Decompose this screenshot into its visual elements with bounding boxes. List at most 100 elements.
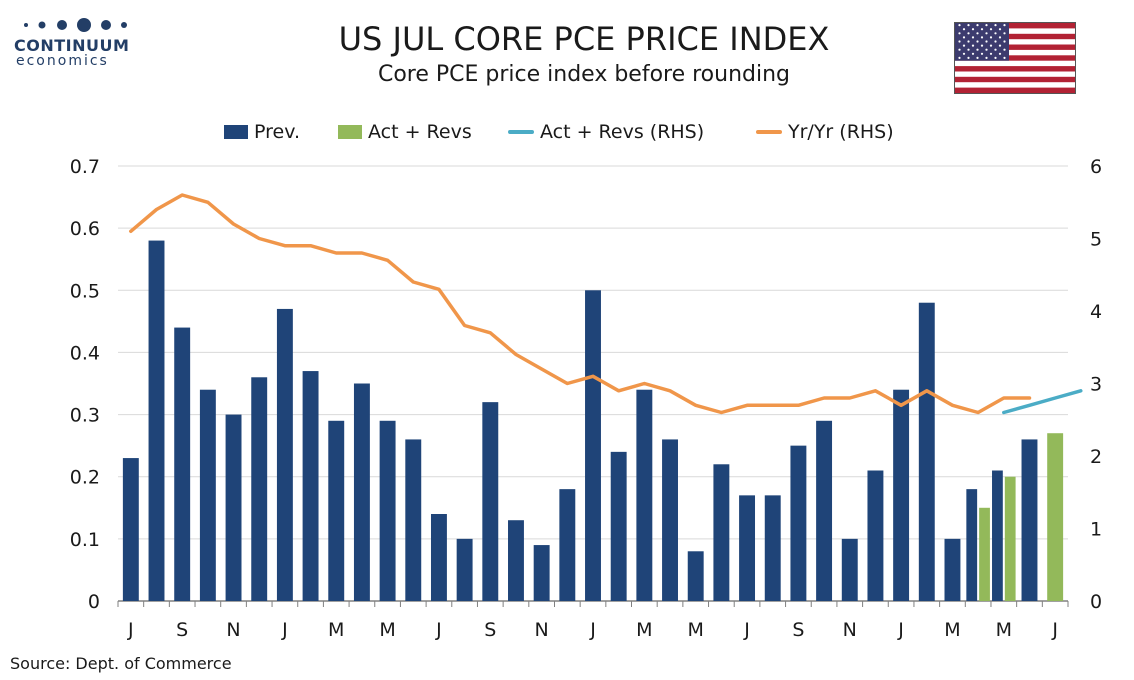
flag-star [958, 40, 961, 43]
flag-star [994, 24, 997, 27]
legend-label-prev: Prev. [254, 121, 301, 143]
legend-item-prev: Prev. [224, 118, 300, 146]
flag-star [958, 24, 961, 27]
bar-prev [174, 327, 191, 601]
logo-dots-graphic [24, 18, 127, 32]
x-axis-tick-label: S [176, 619, 188, 641]
bar-prev [944, 538, 961, 601]
bar-prev [225, 414, 242, 601]
flag-star [989, 44, 993, 47]
us-flag-graphic [955, 23, 1075, 93]
left-axis-tick-label: 0.6 [70, 218, 100, 240]
x-axis-tick-label: J [435, 619, 442, 641]
right-axis-tick-label: 3 [1090, 374, 1102, 396]
left-axis-tick-label: 0 [88, 591, 100, 613]
right-axis-tick-label: 6 [1090, 156, 1102, 178]
bar-prev [816, 420, 833, 601]
flag-star [1003, 48, 1006, 51]
legend-label-yoy: Yr/Yr (RHS) [788, 121, 894, 143]
flag-star [998, 36, 1002, 39]
flag-star [1003, 24, 1006, 27]
flag-star [980, 44, 984, 47]
x-axis-tick-label: N [535, 619, 549, 641]
flag-star [958, 48, 961, 51]
right-axis-tick-label: 5 [1090, 229, 1102, 251]
chart-title: US JUL CORE PCE PRICE INDEX [338, 20, 830, 58]
legend-item-act-rhs: Act + Revs (RHS) [508, 118, 704, 146]
flag-star [976, 48, 979, 51]
flag-star [980, 52, 984, 55]
legend-item-act: Act + Revs [338, 118, 472, 146]
flag-star [976, 32, 979, 35]
flag-star [958, 32, 961, 35]
flag-star [985, 48, 988, 51]
flag-star [998, 28, 1002, 31]
legend-label-act: Act + Revs [368, 121, 472, 143]
flag-star [962, 44, 966, 47]
right-axis-tick-label: 2 [1090, 446, 1102, 468]
flag-star [985, 24, 988, 27]
left-axis-tick-label: 0.4 [70, 342, 100, 364]
x-axis-tick-label: M [944, 619, 960, 641]
flag-star [967, 24, 970, 27]
bar-prev [122, 458, 139, 601]
left-axis-tick-label: 0.7 [70, 156, 100, 178]
x-axis-tick-label: J [589, 619, 596, 641]
x-axis-tick-label: M [328, 619, 344, 641]
bar-prev [764, 495, 781, 601]
bar-prev [918, 302, 935, 601]
bar-prev [610, 451, 627, 601]
flag-star [985, 32, 988, 35]
flag-star [994, 32, 997, 35]
bar-act-revs [1004, 476, 1016, 601]
left-axis-tick-label: 0.2 [70, 467, 100, 489]
flag-star [989, 52, 993, 55]
legend-label-act-rhs: Act + Revs (RHS) [540, 121, 705, 143]
flag-star [967, 32, 970, 35]
bar-prev [430, 514, 447, 601]
x-axis-tick-label: J [743, 619, 750, 641]
flag-star [1003, 56, 1006, 60]
flag-star [967, 56, 970, 60]
x-axis-tick-label: M [996, 619, 1012, 641]
flag-star [962, 28, 966, 31]
flag-star [980, 28, 984, 31]
x-axis-tick-label: N [226, 619, 240, 641]
axes: 0 0.1 0.2 0.3 0.4 0.5 0.6 0.7 0 1 2 3 4 5 6 J S N J M M J S N J M… [70, 156, 1102, 641]
flag-star [989, 28, 993, 31]
logo-name: CONTINUUM [14, 36, 130, 55]
bar-prev [966, 489, 978, 601]
flag-star [998, 52, 1002, 55]
bar-prev [251, 377, 268, 601]
chart-subtitle: Core PCE price index before rounding [377, 62, 791, 87]
x-axis-tick-label: M [636, 619, 652, 641]
bar-prev [508, 520, 524, 601]
flag-star [989, 36, 993, 39]
x-axis-tick-label: J [281, 619, 288, 641]
flag-star [971, 44, 975, 47]
flag-star [994, 40, 997, 43]
bar-prev [585, 290, 601, 601]
legend-swatch-act [338, 125, 362, 139]
bar-prev [405, 439, 422, 601]
bar-prev [482, 402, 499, 601]
bar-prev [841, 538, 858, 601]
bar-prev [893, 389, 910, 601]
bar-prev [687, 551, 704, 601]
flag-star [994, 48, 997, 51]
bar-prev [379, 420, 396, 601]
logo-tagline: economics [16, 53, 109, 69]
bar-prev [713, 464, 730, 601]
flag-star [998, 44, 1002, 47]
flag-star [967, 40, 970, 43]
flag-star [980, 36, 984, 39]
source-note: Source: Dept. of Commerce [10, 654, 232, 673]
logo-dots-icon [14, 14, 134, 36]
bars [122, 240, 1064, 602]
x-axis-tick-label: J [897, 619, 904, 641]
left-axis-tick-label: 0.5 [70, 280, 100, 302]
us-flag-icon [954, 22, 1076, 94]
flag-star [985, 40, 988, 43]
flag-star [967, 48, 970, 51]
flag-star [958, 56, 961, 60]
